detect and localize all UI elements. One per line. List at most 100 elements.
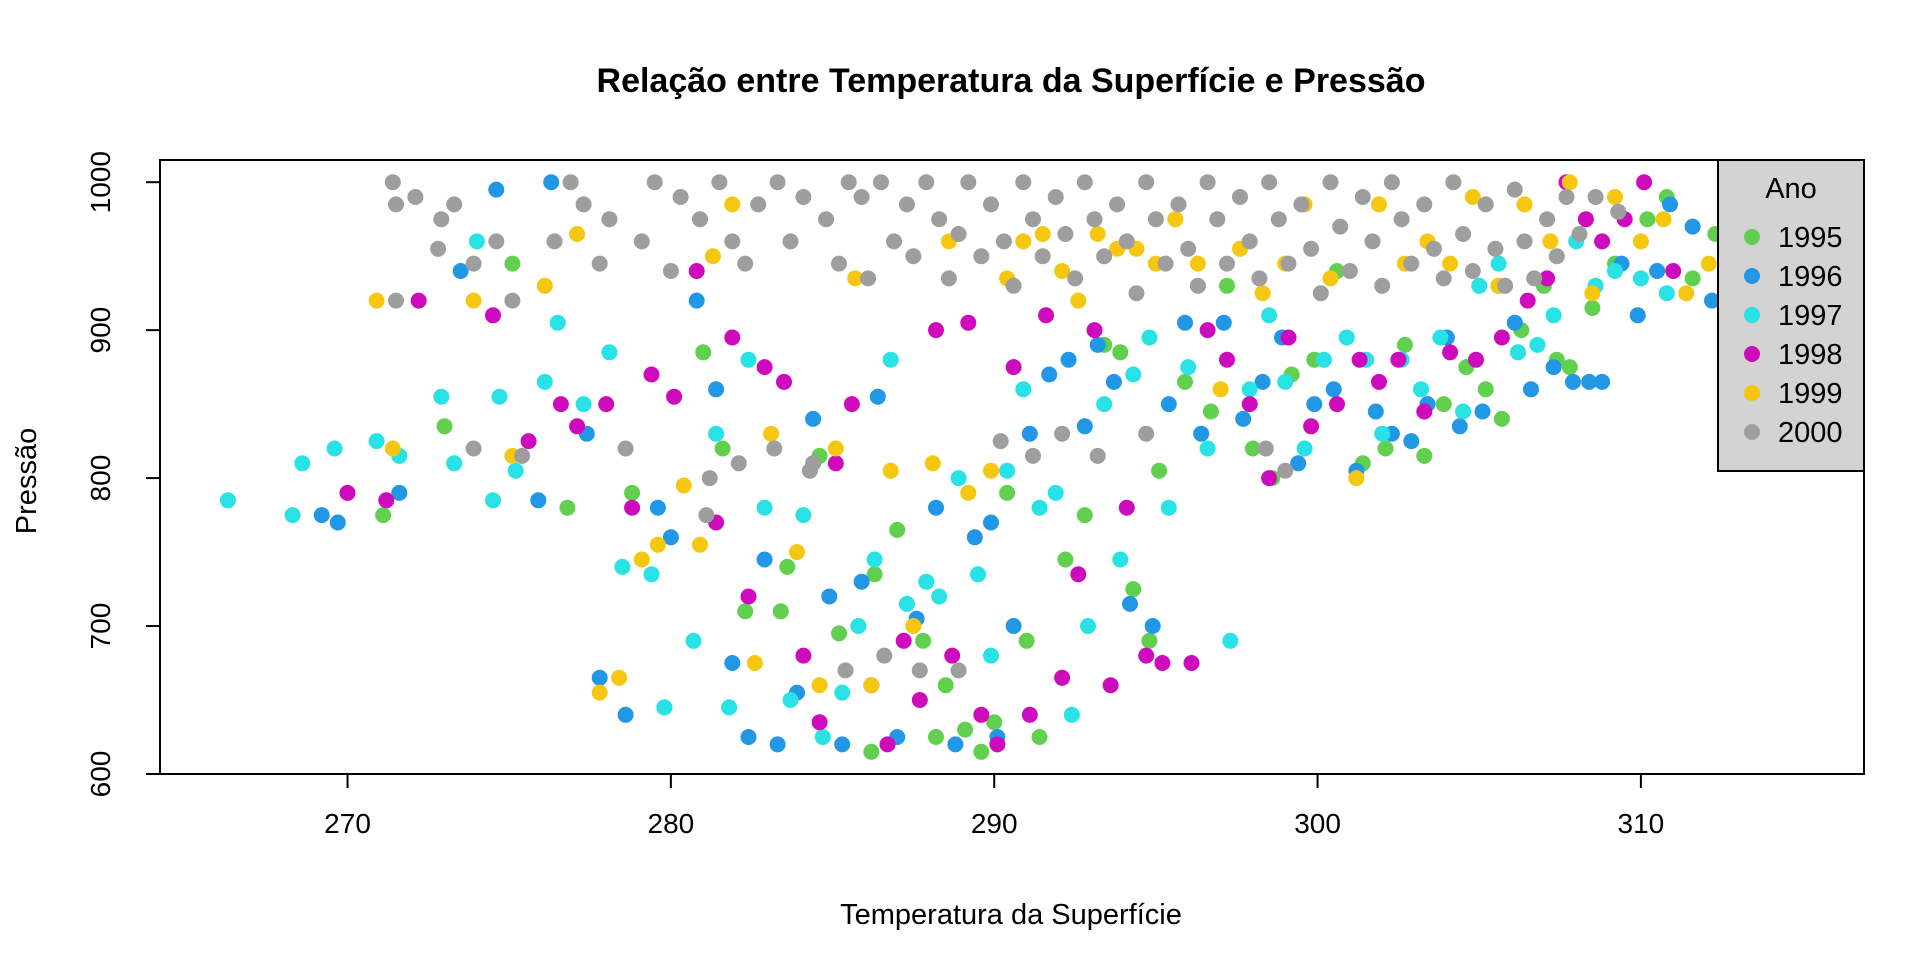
data-point bbox=[711, 174, 728, 191]
data-point bbox=[368, 433, 385, 450]
data-point bbox=[530, 492, 547, 509]
data-point bbox=[698, 507, 715, 524]
data-point bbox=[643, 566, 660, 583]
data-point bbox=[1241, 233, 1258, 250]
x-tick-label: 300 bbox=[1294, 808, 1341, 839]
data-point bbox=[740, 588, 757, 605]
data-point bbox=[1160, 396, 1177, 413]
data-point bbox=[827, 455, 844, 472]
data-point bbox=[1219, 255, 1235, 272]
data-point bbox=[1138, 425, 1155, 442]
data-point bbox=[569, 418, 586, 435]
data-point bbox=[504, 292, 521, 309]
data-point bbox=[1154, 655, 1171, 671]
data-point bbox=[1057, 226, 1074, 242]
data-point bbox=[410, 292, 427, 309]
data-point bbox=[895, 632, 912, 649]
x-axis-title: Temperatura da Superfície bbox=[840, 899, 1182, 931]
data-point bbox=[1021, 706, 1038, 723]
data-point bbox=[973, 743, 990, 760]
data-point bbox=[795, 189, 812, 205]
data-point bbox=[562, 174, 579, 191]
data-point bbox=[1005, 618, 1022, 634]
data-point bbox=[569, 226, 586, 242]
data-point bbox=[485, 492, 501, 509]
data-point bbox=[1442, 344, 1459, 361]
data-point bbox=[1199, 174, 1216, 191]
data-point bbox=[1432, 329, 1449, 346]
data-point bbox=[1241, 381, 1258, 398]
data-point bbox=[924, 455, 941, 472]
data-point bbox=[1215, 314, 1232, 331]
data-point bbox=[1455, 226, 1472, 242]
data-point bbox=[1516, 233, 1533, 250]
data-point bbox=[756, 359, 773, 376]
data-point bbox=[789, 544, 805, 561]
data-point bbox=[546, 233, 563, 250]
data-point bbox=[1096, 396, 1113, 413]
data-point bbox=[746, 655, 763, 671]
data-point bbox=[1519, 292, 1536, 309]
data-point bbox=[1303, 418, 1320, 435]
data-point bbox=[756, 499, 773, 516]
data-point bbox=[1005, 359, 1022, 376]
data-point bbox=[552, 396, 569, 413]
data-point bbox=[863, 677, 880, 694]
data-point bbox=[1403, 255, 1420, 272]
data-point bbox=[915, 632, 932, 649]
data-point bbox=[983, 196, 999, 213]
data-point bbox=[1477, 381, 1494, 398]
data-point bbox=[898, 196, 915, 213]
data-point bbox=[1070, 566, 1087, 583]
legend-marker bbox=[1744, 268, 1760, 284]
data-point bbox=[918, 573, 935, 590]
data-point bbox=[1471, 277, 1488, 294]
data-point bbox=[1089, 447, 1106, 464]
data-point bbox=[1125, 581, 1142, 598]
data-point bbox=[1325, 381, 1342, 398]
data-point bbox=[1280, 255, 1297, 272]
data-point bbox=[1477, 196, 1494, 213]
data-point bbox=[1639, 211, 1656, 228]
data-point bbox=[1261, 174, 1278, 191]
data-point bbox=[695, 344, 712, 361]
data-point bbox=[662, 529, 679, 546]
data-point bbox=[1413, 381, 1429, 398]
data-point bbox=[1374, 277, 1391, 294]
data-point bbox=[721, 699, 738, 716]
data-point bbox=[1076, 174, 1093, 191]
data-point bbox=[882, 462, 899, 479]
data-point bbox=[433, 211, 450, 228]
data-point bbox=[1202, 403, 1219, 420]
data-point bbox=[911, 692, 928, 708]
data-point bbox=[488, 181, 505, 198]
data-point bbox=[1632, 233, 1649, 250]
data-point bbox=[688, 292, 705, 309]
data-point bbox=[543, 174, 560, 191]
legend-marker bbox=[1744, 346, 1760, 362]
data-point bbox=[1034, 226, 1051, 242]
data-point bbox=[701, 470, 718, 487]
data-point bbox=[1254, 373, 1271, 390]
data-point bbox=[624, 499, 641, 516]
data-point bbox=[1193, 425, 1210, 442]
data-point bbox=[1219, 351, 1235, 368]
data-point bbox=[1015, 381, 1032, 398]
data-point bbox=[1105, 373, 1122, 390]
data-point bbox=[966, 529, 983, 546]
y-tick-label: 900 bbox=[85, 307, 116, 354]
data-point bbox=[1561, 359, 1578, 376]
data-point bbox=[1390, 351, 1407, 368]
data-point bbox=[491, 388, 508, 405]
data-point bbox=[889, 521, 906, 538]
data-point bbox=[1031, 729, 1048, 745]
data-point bbox=[1303, 240, 1320, 257]
data-point bbox=[575, 196, 592, 213]
data-point bbox=[1348, 470, 1365, 487]
axes-layer: 270 280 290 300 310 600 700 800 900 1000 bbox=[85, 151, 1664, 839]
data-point bbox=[843, 396, 860, 413]
data-point bbox=[1060, 351, 1077, 368]
data-point bbox=[662, 263, 679, 279]
data-point bbox=[1170, 196, 1187, 213]
data-point bbox=[1700, 255, 1717, 272]
